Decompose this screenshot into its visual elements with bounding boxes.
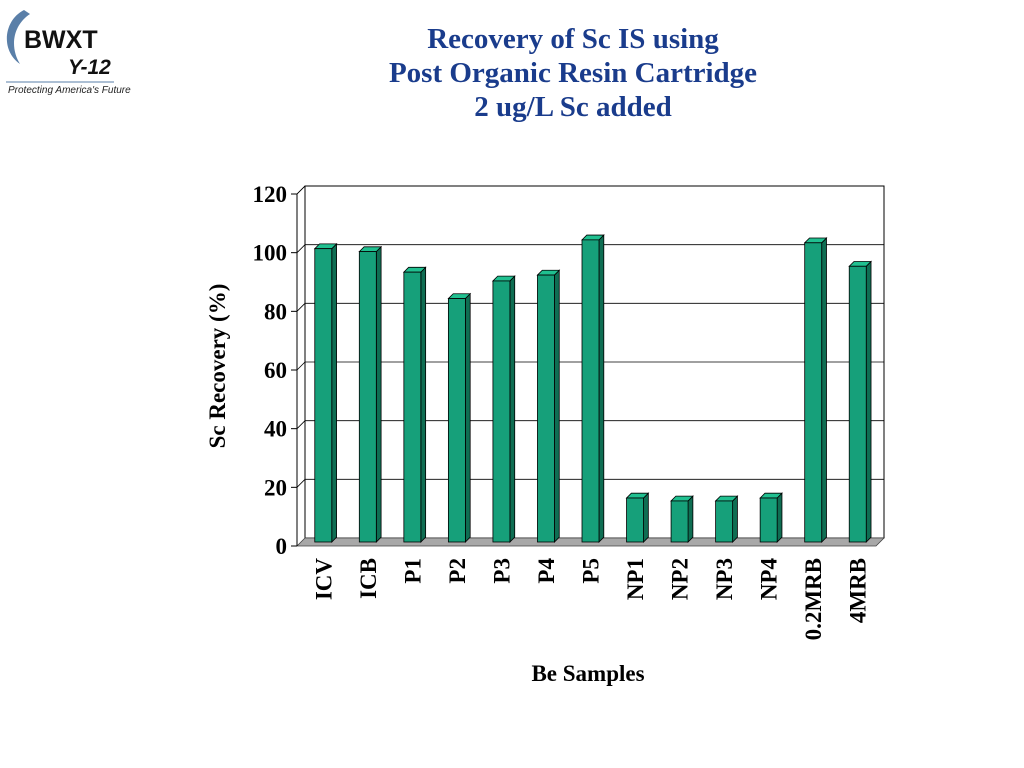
bar-side — [821, 237, 827, 543]
x-tick-label: NP4 — [757, 558, 782, 601]
bar-side — [776, 492, 783, 543]
x-tick-label: ICV — [311, 558, 336, 601]
y-axis-title: Sc Recovery (%) — [205, 284, 230, 449]
x-tick-label: P1 — [400, 558, 425, 584]
logo-brand: BWXT — [24, 26, 98, 54]
bar-side — [643, 492, 649, 543]
bar-side — [464, 292, 471, 543]
bar — [447, 298, 466, 543]
x-tick-label: NP3 — [712, 558, 737, 600]
gridline-depth — [296, 303, 306, 312]
bar-side — [732, 495, 738, 543]
gridline-depth — [296, 185, 306, 195]
bar-side — [687, 495, 694, 543]
bar — [492, 280, 511, 543]
x-tick-label: 4MRB — [846, 558, 871, 623]
gridline-depth — [296, 479, 306, 488]
y-tick-label: 0 — [276, 534, 288, 559]
gridline-depth — [296, 361, 306, 371]
logo-swoosh-icon — [6, 10, 30, 64]
logo-tagline: Protecting America's Future — [8, 85, 131, 96]
y-tick-label: 20 — [264, 475, 287, 500]
bwxt-y12-logo: BWXT Y-12 Protecting America's Future — [6, 10, 131, 96]
gridline-depth — [296, 420, 306, 429]
bar — [403, 271, 422, 543]
bar — [715, 500, 734, 543]
x-tick-label: P2 — [445, 558, 470, 584]
y-tick-label: 120 — [253, 182, 288, 207]
gridline-depth — [296, 244, 306, 253]
slide-title-line-1: Recovery of Sc IS using — [427, 23, 719, 55]
bar — [358, 251, 377, 543]
x-tick-label: P4 — [534, 558, 559, 584]
x-tick-label: NP1 — [623, 558, 648, 600]
bar — [759, 497, 778, 543]
y-tick-label: 100 — [253, 241, 288, 266]
bar-side — [509, 275, 516, 543]
x-tick-label: NP2 — [668, 558, 693, 600]
bar — [581, 239, 600, 543]
x-tick-label: 0.2MRB — [801, 558, 826, 640]
x-tick-label: ICB — [356, 558, 381, 599]
bar-side — [554, 269, 560, 543]
y-tick-label: 80 — [264, 299, 287, 324]
y-tick-label: 60 — [264, 358, 287, 383]
bar — [537, 274, 555, 543]
bar — [804, 242, 823, 543]
bar — [314, 248, 333, 543]
slide-title-line-2: Post Organic Resin Cartridge — [388, 57, 758, 89]
bar-side — [375, 245, 382, 543]
bar-side — [865, 260, 872, 543]
slide-title-line-3: 2 ug/L Sc added — [474, 91, 672, 123]
bar — [848, 265, 867, 543]
y-tick-label: 40 — [264, 417, 287, 442]
x-axis-title: Be Samples — [531, 661, 644, 686]
bar — [670, 500, 689, 543]
bar-side — [420, 266, 427, 543]
bar-side — [598, 234, 605, 543]
logo-sub: Y-12 — [68, 56, 111, 79]
bar — [626, 497, 644, 543]
x-tick-label: P5 — [579, 558, 604, 584]
x-tick-label: P3 — [489, 558, 514, 584]
bar-side — [331, 242, 337, 543]
